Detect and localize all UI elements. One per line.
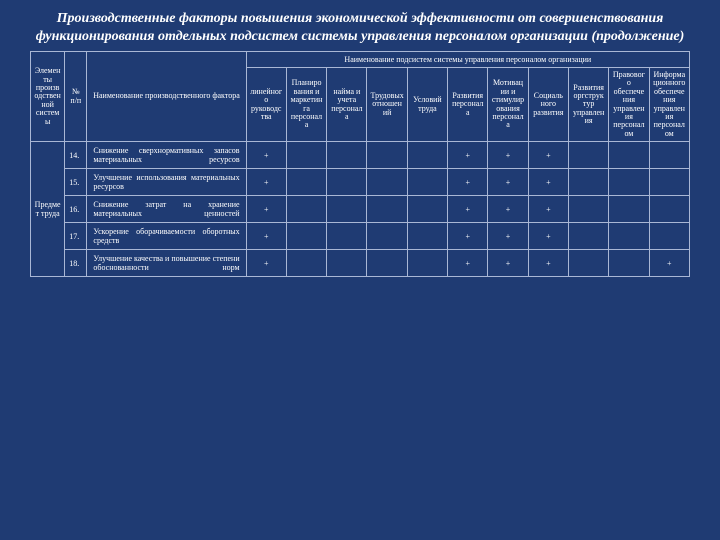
cell <box>568 142 608 169</box>
cell: + <box>448 223 488 250</box>
table-row: 18. Улучшение качества и повышение степе… <box>31 250 690 277</box>
cell: + <box>246 250 286 277</box>
row-factor: Снижение сверхнормативных запасов матери… <box>87 142 246 169</box>
cell <box>327 223 367 250</box>
factors-table: Элементы производственной системы № п/п … <box>30 51 690 277</box>
cell: + <box>528 250 568 277</box>
row-num: 14. <box>65 142 87 169</box>
col-number: № п/п <box>65 52 87 142</box>
row-factor: Улучшение использования материальных рес… <box>87 169 246 196</box>
table-row: 17. Ускорение оборачиваемости оборотных … <box>31 223 690 250</box>
row-factor: Улучшение качества и повышение степени о… <box>87 250 246 277</box>
cell <box>407 142 447 169</box>
sub-col-2: найма и учета персонала <box>327 68 367 142</box>
sub-col-8: Развития оргструктур управления <box>568 68 608 142</box>
cell: + <box>448 196 488 223</box>
cell <box>568 250 608 277</box>
page-title: Производственные факторы повышения эконо… <box>0 0 720 51</box>
cell: + <box>448 142 488 169</box>
col-elements: Элементы производственной системы <box>31 52 65 142</box>
sub-col-0: линейного руководства <box>246 68 286 142</box>
cell <box>407 169 447 196</box>
sub-col-10: Информационного обеспечения управления п… <box>649 68 689 142</box>
cell <box>286 142 326 169</box>
cell <box>649 169 689 196</box>
sub-col-3: Трудовых отношений <box>367 68 407 142</box>
cell <box>407 250 447 277</box>
table-row: 16. Снижение затрат на хранение материал… <box>31 196 690 223</box>
cell: + <box>488 169 528 196</box>
cell: + <box>649 250 689 277</box>
cell <box>609 223 649 250</box>
cell <box>327 196 367 223</box>
row-factor: Снижение затрат на хранение материальных… <box>87 196 246 223</box>
cell <box>286 250 326 277</box>
cell: + <box>488 223 528 250</box>
cell: + <box>528 169 568 196</box>
cell <box>568 169 608 196</box>
cell <box>327 250 367 277</box>
cell <box>367 142 407 169</box>
row-num: 18. <box>65 250 87 277</box>
row-num: 17. <box>65 223 87 250</box>
sub-col-7: Социального развития <box>528 68 568 142</box>
cell <box>649 196 689 223</box>
cell <box>407 196 447 223</box>
row-group-label: Предмет труда <box>31 142 65 277</box>
cell <box>407 223 447 250</box>
cell <box>609 250 649 277</box>
sub-col-9: Правового обеспечения управления персона… <box>609 68 649 142</box>
cell <box>327 169 367 196</box>
cell: + <box>246 223 286 250</box>
cell <box>286 223 326 250</box>
cell <box>367 169 407 196</box>
cell <box>609 142 649 169</box>
cell: + <box>528 196 568 223</box>
row-num: 15. <box>65 169 87 196</box>
row-num: 16. <box>65 196 87 223</box>
cell <box>649 142 689 169</box>
cell: + <box>488 196 528 223</box>
cell <box>609 169 649 196</box>
cell <box>327 142 367 169</box>
cell <box>609 196 649 223</box>
cell: + <box>528 142 568 169</box>
cell: + <box>488 142 528 169</box>
col-factor-name: Наименование производственного фактора <box>87 52 246 142</box>
cell: + <box>528 223 568 250</box>
cell <box>367 196 407 223</box>
sub-col-5: Развития персонала <box>448 68 488 142</box>
table-row: 15. Улучшение использования материальных… <box>31 169 690 196</box>
cell <box>367 250 407 277</box>
table-body: Предмет труда 14. Снижение сверхнорматив… <box>31 142 690 277</box>
cell: + <box>246 196 286 223</box>
cell: + <box>246 142 286 169</box>
sub-col-6: Мотивации и стимулирования персонала <box>488 68 528 142</box>
cell: + <box>448 250 488 277</box>
cell <box>367 223 407 250</box>
row-factor: Ускорение оборачиваемости оборотных сред… <box>87 223 246 250</box>
cell: + <box>488 250 528 277</box>
cell <box>568 196 608 223</box>
cell <box>649 223 689 250</box>
cell <box>286 169 326 196</box>
sub-col-4: Условий труда <box>407 68 447 142</box>
cell <box>568 223 608 250</box>
cell: + <box>448 169 488 196</box>
table-row: Предмет труда 14. Снижение сверхнорматив… <box>31 142 690 169</box>
col-group-subsystems: Наименование подсистем системы управлени… <box>246 52 689 68</box>
sub-col-1: Планирования и маркетинга персонала <box>286 68 326 142</box>
cell <box>286 196 326 223</box>
cell: + <box>246 169 286 196</box>
